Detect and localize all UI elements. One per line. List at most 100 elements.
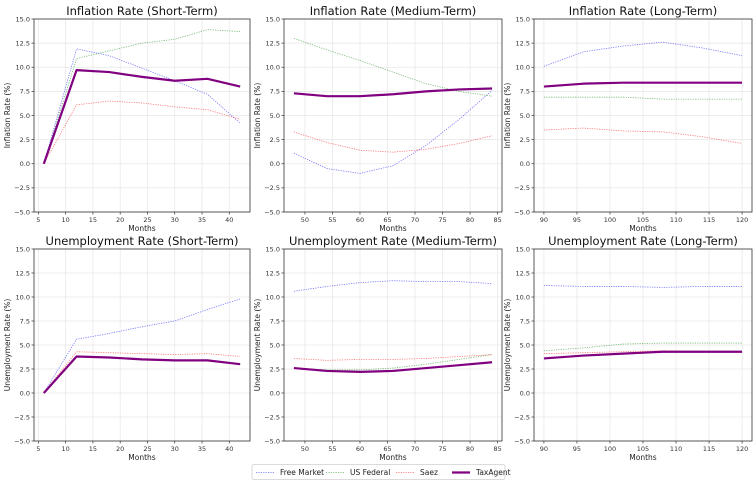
subplot-inflation-medium: −5.0 −2.5 0.0 2.5 5.0 7.5 10.0 12.5 15.0 50 55 60 65… xyxy=(253,4,503,233)
x-tick-label: 105 xyxy=(637,445,649,453)
y-tick-label: 15.0 xyxy=(516,15,530,23)
series-line-taxagent xyxy=(43,355,241,394)
y-tick-label: 15.0 xyxy=(16,245,30,253)
y-tick-label: 7.5 xyxy=(520,317,530,325)
series-line-us-federal xyxy=(43,356,241,394)
y-tick-label: 15.0 xyxy=(16,15,30,23)
x-tick-label: 40 xyxy=(225,216,233,224)
y-tick-label: 10.0 xyxy=(516,64,530,72)
y-axis-label: Inflation Rate (%) xyxy=(3,83,12,149)
series-line-taxagent xyxy=(42,69,241,165)
legend-label: Free Market xyxy=(280,468,324,477)
y-tick-label: −2.5 xyxy=(264,413,280,421)
series-line-saez xyxy=(43,351,241,394)
x-tick-label: 55 xyxy=(328,216,336,224)
y-tick-label: 12.5 xyxy=(516,269,530,277)
x-tick-label: 55 xyxy=(328,445,336,453)
series-line-free-market xyxy=(43,298,241,394)
x-tick-label: 35 xyxy=(198,445,206,453)
y-tick-label: 12.5 xyxy=(266,269,280,277)
x-tick-label: 5 xyxy=(36,216,40,224)
series-line-saez xyxy=(43,100,241,164)
series-line-us-federal xyxy=(543,96,743,100)
x-axis-label: Months xyxy=(629,453,657,462)
x-tick-label: 25 xyxy=(143,216,151,224)
x-tick-label: 110 xyxy=(670,216,682,224)
y-tick-label: −2.5 xyxy=(514,413,530,421)
y-tick-label: 12.5 xyxy=(16,269,30,277)
series-line-taxagent xyxy=(293,361,493,373)
x-tick-label: 70 xyxy=(411,445,419,453)
x-tick-label: 60 xyxy=(356,216,364,224)
x-tick-label: 95 xyxy=(573,216,581,224)
y-tick-label: 2.5 xyxy=(270,365,280,373)
subplot-title: Unemployment Rate (Medium-Term) xyxy=(289,234,497,248)
x-tick-label: 10 xyxy=(61,216,69,224)
y-tick-label: 7.5 xyxy=(20,317,30,325)
y-tick-label: 15.0 xyxy=(266,15,280,23)
y-tick-label: 10.0 xyxy=(516,293,530,301)
y-axis-label: Unemployment Rate (%) xyxy=(253,299,262,392)
x-tick-label: 90 xyxy=(540,216,548,224)
x-axis-label: Months xyxy=(629,224,657,233)
y-tick-label: −5.0 xyxy=(514,208,530,216)
x-tick-label: 15 xyxy=(89,445,97,453)
series-line-us-federal xyxy=(543,342,743,352)
y-tick-label: 12.5 xyxy=(266,39,280,47)
x-tick-label: 75 xyxy=(438,445,446,453)
x-tick-label: 10 xyxy=(61,445,69,453)
y-tick-label: 2.5 xyxy=(520,365,530,373)
y-axis-label: Unemployment Rate (%) xyxy=(503,299,512,392)
x-tick-label: 80 xyxy=(466,216,474,224)
y-tick-label: 7.5 xyxy=(520,88,530,96)
x-tick-label: 65 xyxy=(383,216,391,224)
y-tick-label: −5.0 xyxy=(264,437,280,445)
y-tick-label: 5.0 xyxy=(270,341,280,349)
x-tick-label: 30 xyxy=(171,216,179,224)
series-line-free-market xyxy=(543,285,743,288)
x-tick-label: 95 xyxy=(573,445,581,453)
y-tick-label: −5.0 xyxy=(514,437,530,445)
legend-label: TaxAgent xyxy=(475,468,511,477)
y-tick-label: −2.5 xyxy=(264,184,280,192)
x-tick-label: 115 xyxy=(703,445,715,453)
subplot-unemployment-long: −5.0 −2.5 0.0 2.5 5.0 7.5 10.0 12.5 15.0 90 95 100 1… xyxy=(503,234,753,462)
y-tick-label: 0.0 xyxy=(520,160,530,168)
x-tick-label: 15 xyxy=(89,216,97,224)
series-line-saez xyxy=(293,131,493,153)
x-tick-label: 115 xyxy=(703,216,715,224)
x-tick-label: 50 xyxy=(301,216,309,224)
y-tick-label: 12.5 xyxy=(16,39,30,47)
y-tick-label: 2.5 xyxy=(520,136,530,144)
y-tick-label: 5.0 xyxy=(20,112,30,120)
series-line-saez xyxy=(543,350,743,355)
y-axis-label: Inflation Rate (%) xyxy=(503,83,512,149)
x-tick-label: 80 xyxy=(466,445,474,453)
y-tick-label: 7.5 xyxy=(270,317,280,325)
y-tick-label: 0.0 xyxy=(20,389,30,397)
x-tick-label: 40 xyxy=(225,445,233,453)
y-tick-label: 5.0 xyxy=(20,341,30,349)
subplot-inflation-long: −5.0 −2.5 0.0 2.5 5.0 7.5 10.0 12.5 15.0 90 95 100 1… xyxy=(503,4,753,233)
subplot-title: Inflation Rate (Short-Term) xyxy=(66,4,217,18)
y-tick-label: 0.0 xyxy=(520,389,530,397)
y-tick-label: 10.0 xyxy=(16,293,30,301)
x-tick-label: 105 xyxy=(637,216,649,224)
y-tick-label: 2.5 xyxy=(270,136,280,144)
series-line-taxagent xyxy=(543,350,743,360)
x-tick-label: 100 xyxy=(604,445,616,453)
subplot-inflation-short: −5.0 −2.5 0.0 2.5 5.0 7.5 10.0 12.5 15.0 5 10 15 20 2… xyxy=(3,4,251,233)
subplot-title: Unemployment Rate (Long-Term) xyxy=(548,234,738,248)
x-axis-label: Months xyxy=(379,453,407,462)
y-tick-label: 15.0 xyxy=(516,245,530,253)
legend: Free Market US Federal Saez TaxAgent xyxy=(251,464,511,480)
x-tick-label: 65 xyxy=(383,445,391,453)
x-axis-label: Months xyxy=(379,224,407,233)
y-tick-label: −5.0 xyxy=(14,208,30,216)
subplot-title: Unemployment Rate (Short-Term) xyxy=(46,234,239,248)
y-tick-label: −2.5 xyxy=(514,184,530,192)
y-axis-label: Inflation Rate (%) xyxy=(253,83,262,149)
subplot-unemployment-medium: −5.0 −2.5 0.0 2.5 5.0 7.5 10.0 12.5 15.0 50 55 60 65… xyxy=(253,234,503,462)
subplot-title: Inflation Rate (Long-Term) xyxy=(569,4,717,18)
subplot-unemployment-short: −5.0 −2.5 0.0 2.5 5.0 7.5 10.0 12.5 15.0 5 10 15 20 2… xyxy=(3,234,251,462)
